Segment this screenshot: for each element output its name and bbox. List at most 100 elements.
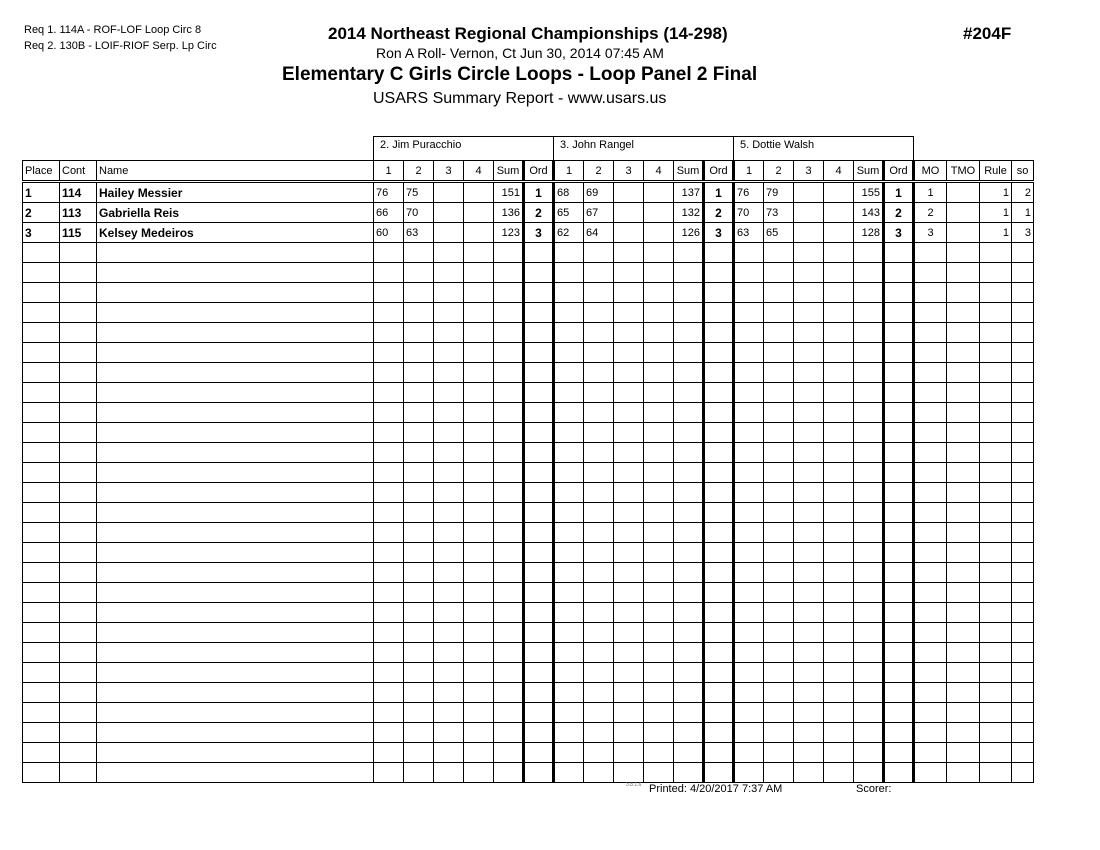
judge-score-cell <box>823 582 854 603</box>
contestant-number-cell <box>59 502 97 523</box>
judge-sum-cell <box>493 442 524 463</box>
skater-name-cell <box>96 422 374 443</box>
judge-sum-cell <box>493 362 524 383</box>
place-cell <box>22 742 60 763</box>
judge-score-cell <box>732 562 764 583</box>
judge-score-cell <box>552 422 584 443</box>
header-score-1: 1 <box>552 160 584 183</box>
mo-cell <box>912 642 947 663</box>
judge-score-cell <box>552 342 584 363</box>
judge-score-cell <box>552 302 584 323</box>
so-cell <box>1011 362 1034 383</box>
judge-score-cell <box>732 402 764 423</box>
judge-score-cell <box>583 542 614 563</box>
judge-score-cell: 69 <box>583 181 614 203</box>
judge-ordinal-cell <box>702 462 734 483</box>
judge-ordinal-cell <box>702 682 734 703</box>
judge-sum-cell: 137 <box>673 181 704 203</box>
rule-cell <box>979 562 1012 583</box>
header-score-ord: Ord <box>882 160 914 183</box>
judge-score-cell <box>552 682 584 703</box>
judge-score-cell <box>613 482 644 503</box>
skater-name-cell <box>96 442 374 463</box>
header-score-sum: Sum <box>673 160 704 183</box>
judge-ordinal-cell <box>702 482 734 503</box>
judge-score-cell <box>823 262 854 283</box>
rule-cell <box>979 442 1012 463</box>
so-cell <box>1011 622 1034 643</box>
judge-sum-cell <box>853 502 884 523</box>
judge-score-cell <box>643 662 674 683</box>
judge-score-cell <box>763 322 794 343</box>
judge-score-cell <box>583 442 614 463</box>
contestant-number-cell <box>59 702 97 723</box>
judge-score-cell <box>373 522 404 543</box>
place-cell <box>22 502 60 523</box>
judge-score-cell <box>793 422 824 443</box>
judge-score-cell <box>403 542 434 563</box>
judge-score-cell <box>433 222 464 243</box>
judge-sum-cell <box>493 462 524 483</box>
tmo-cell <box>946 562 980 583</box>
judge-score-cell <box>552 642 584 663</box>
judge-score-cell <box>583 342 614 363</box>
rule-cell <box>979 462 1012 483</box>
judge-sum-cell: 128 <box>853 222 884 243</box>
contestant-number-cell <box>59 362 97 383</box>
contestant-number-cell <box>59 402 97 423</box>
judge-score-cell <box>552 382 584 403</box>
judge-sum-cell <box>673 402 704 423</box>
contestant-number-cell: 113 <box>59 202 97 223</box>
judge-score-cell <box>613 542 644 563</box>
so-cell <box>1011 742 1034 763</box>
mo-cell <box>912 742 947 763</box>
judge-ordinal-cell <box>882 362 914 383</box>
judge-score-cell <box>552 602 584 623</box>
judge-sum-cell <box>673 562 704 583</box>
judge-sum-cell <box>493 242 524 263</box>
place-cell <box>22 762 60 783</box>
rule-cell <box>979 762 1012 783</box>
judge-score-cell <box>763 382 794 403</box>
judge-ordinal-cell <box>702 762 734 783</box>
judge-score-cell <box>732 622 764 643</box>
judge-sum-cell <box>673 522 704 543</box>
judge-ordinal-cell <box>522 762 554 783</box>
contestant-number-cell <box>59 282 97 303</box>
judge-score-cell <box>463 602 494 623</box>
table-row <box>22 302 1034 323</box>
judge-ordinal-cell <box>882 682 914 703</box>
table-row <box>22 422 1034 443</box>
judge-score-cell <box>403 402 434 423</box>
judge-sum-cell: 136 <box>493 202 524 223</box>
judge-score-cell <box>433 282 464 303</box>
skater-name-cell <box>96 282 374 303</box>
judge-score-cell <box>463 662 494 683</box>
so-cell <box>1011 722 1034 743</box>
mo-cell <box>912 362 947 383</box>
judge-score-cell <box>463 622 494 643</box>
header-score-4: 4 <box>463 160 494 183</box>
judge-score-cell <box>433 662 464 683</box>
so-cell <box>1011 682 1034 703</box>
judge-score-cell <box>403 442 434 463</box>
judge-sum-cell: 155 <box>853 181 884 203</box>
mo-cell <box>912 702 947 723</box>
tmo-cell <box>946 382 980 403</box>
header-tmo: TMO <box>946 160 980 183</box>
judge-ordinal-cell: 1 <box>882 181 914 203</box>
mo-cell <box>912 282 947 303</box>
table-row <box>22 382 1034 403</box>
judge-score-cell <box>583 622 614 643</box>
judge-score-cell <box>552 442 584 463</box>
judge-score-cell <box>403 702 434 723</box>
judge-ordinal-cell <box>882 482 914 503</box>
mo-cell <box>912 522 947 543</box>
judge-sum-cell <box>673 662 704 683</box>
judge-score-cell <box>583 742 614 763</box>
judge-score-cell <box>823 462 854 483</box>
table-row <box>22 362 1034 383</box>
judge-score-cell <box>613 222 644 243</box>
judge-score-cell <box>433 382 464 403</box>
judge-score-cell <box>732 462 764 483</box>
